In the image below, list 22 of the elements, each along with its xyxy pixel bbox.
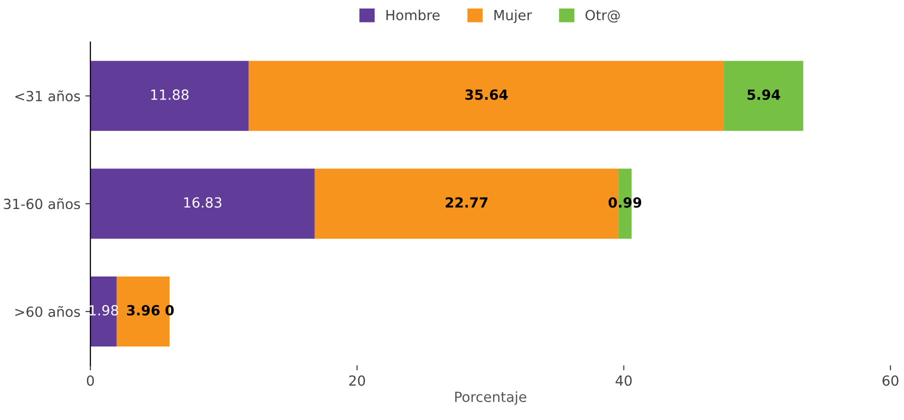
- data-label: 11.88: [151, 89, 189, 100]
- x-tick-label: 20: [349, 375, 365, 386]
- data-label: 22.77: [446, 197, 488, 208]
- legend-label: Otr@: [586, 10, 620, 23]
- bar: [90, 276, 117, 347]
- data-label: 3.96: [127, 305, 160, 316]
- bar: [90, 60, 249, 131]
- data-label: 16.83: [184, 197, 222, 208]
- legend-label: Hombre: [386, 10, 440, 20]
- y-tick-label: 31-60 años: [4, 198, 80, 210]
- legend-label: Mujer: [494, 10, 532, 24]
- x-axis-title: Porcentaje: [455, 391, 526, 405]
- y-tick-label: >60 años: [15, 306, 80, 317]
- y-tick-label: <31 años: [15, 90, 80, 102]
- bar: [724, 60, 804, 131]
- bar: [90, 168, 315, 239]
- x-tick-label: 40: [616, 375, 632, 386]
- x-tick-label: 60: [882, 375, 898, 386]
- data-label: 5.94: [748, 89, 780, 100]
- bar: [248, 60, 724, 131]
- data-label: 35.64: [465, 89, 508, 100]
- x-tick-label: 0: [86, 375, 94, 386]
